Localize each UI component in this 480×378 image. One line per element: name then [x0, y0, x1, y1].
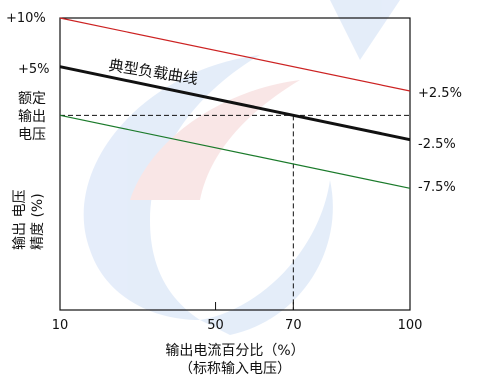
watermark-logo [83, 0, 400, 335]
series-line-lower [59, 114, 411, 189]
x-axis-ticks: 10 50 70 100 [52, 302, 423, 333]
y-label-accuracy-0: 输出 电压 [12, 190, 28, 250]
y-label-rated-1: 输出 [18, 109, 46, 125]
x-tick-label-2: 70 [285, 318, 302, 333]
x-axis-label: 输出电流百分比（%） [165, 343, 304, 359]
y-tick-right-1: -2.5% [418, 137, 456, 152]
y-tick-left-0: +10% [6, 11, 46, 26]
typical-load-curve-label: 典型负载曲线 [107, 56, 199, 88]
y-label-accuracy-1: 精度 (%) [30, 193, 46, 250]
y-tick-right-0: +2.5% [418, 86, 462, 101]
x-axis-sublabel: （标称输入电压） [179, 361, 291, 377]
series-line-upper [59, 17, 411, 92]
y-label-rated-2: 电压 [18, 127, 46, 143]
plot-frame [59, 17, 411, 311]
x-tick-label-3: 100 [398, 318, 423, 333]
y-label-rated-0: 额定 [18, 91, 46, 107]
series-line-typical [59, 65, 411, 142]
x-tick-label-1: 50 [207, 318, 224, 333]
y-tick-right-2: -7.5% [418, 180, 456, 195]
y-tick-left-1: +5% [18, 62, 50, 77]
x-tick-label-0: 10 [52, 318, 69, 333]
